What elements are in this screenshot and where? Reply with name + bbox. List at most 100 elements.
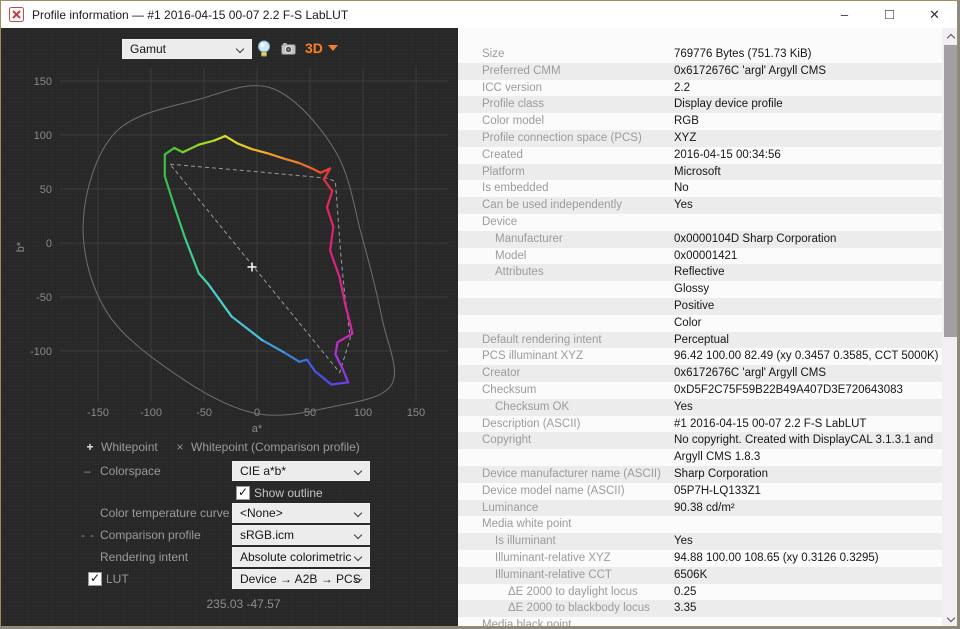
property-row[interactable]: Argyll CMS 1.8.3	[458, 449, 942, 466]
window-title: Profile information — #1 2016-04-15 00-0…	[32, 7, 349, 22]
property-row[interactable]: Device	[458, 213, 942, 231]
colorspace-dropdown[interactable]: CIE a*b*	[232, 461, 370, 481]
property-value: 0x6172676C 'argl' Argyll CMS	[674, 64, 827, 77]
comparison-whitepoint-marker-icon: ×	[176, 440, 184, 454]
property-label: Media black point	[482, 619, 572, 627]
property-value: Argyll CMS 1.8.3	[674, 451, 761, 464]
property-value: 0x6172676C 'argl' Argyll CMS	[674, 367, 827, 380]
maximize-button[interactable]: □	[884, 6, 895, 23]
property-row[interactable]: Profile class Display device profile	[458, 96, 942, 114]
minimize-button[interactable]: –	[840, 7, 849, 22]
properties-panel: Size 769776 Bytes (751.73 KiB) Preferred C…	[458, 28, 957, 627]
property-row[interactable]: Glossy	[458, 281, 942, 298]
property-row[interactable]: Size 769776 Bytes (751.73 KiB)	[458, 46, 942, 63]
rendering-intent-dropdown[interactable]: Absolute colorimetric	[232, 547, 370, 567]
3d-view-button[interactable]: 3D	[305, 40, 338, 56]
property-row[interactable]: Media black point	[458, 617, 942, 627]
property-row[interactable]: Media white point	[458, 516, 942, 534]
property-row[interactable]: Color model RGB	[458, 113, 942, 130]
lightbulb-icon[interactable]	[257, 40, 271, 62]
property-label: Color model	[482, 115, 544, 128]
property-row[interactable]: Illuminant-relative CCT 6506K	[458, 566, 942, 584]
property-row[interactable]: Model 0x00001421	[458, 247, 942, 265]
scrollbar[interactable]	[942, 28, 957, 626]
property-row[interactable]: Description (ASCII) #1 2016-04-15 00-07 2…	[458, 415, 942, 433]
property-row[interactable]: Copyright No copyright. Created with Disp…	[458, 432, 942, 450]
property-row[interactable]: ΔE 2000 to daylight locus 0.25	[458, 583, 942, 601]
property-row[interactable]: Checksum OK Yes	[458, 398, 942, 416]
colorspace-dropdown-value: CIE a*b*	[240, 464, 287, 478]
lut-table-dropdown[interactable]: Device → A2B → PCS	[232, 569, 370, 589]
property-row[interactable]: Default rendering intent Perceptual	[458, 331, 942, 349]
svg-text:-100: -100	[30, 346, 52, 358]
property-row[interactable]: Creator 0x6172676C 'argl' Argyll CMS	[458, 365, 942, 382]
property-row[interactable]: Is illuminant Yes	[458, 533, 942, 550]
gamut-plot-panel: Gamut 3D -1	[1, 28, 458, 626]
property-row[interactable]: Can be used independently Yes	[458, 197, 942, 214]
property-label: Preferred CMM	[482, 64, 561, 77]
profile-gamut-outline	[163, 134, 354, 386]
property-value: Microsoft	[674, 165, 721, 178]
property-label: ΔE 2000 to daylight locus	[508, 585, 638, 598]
property-row[interactable]: Preferred CMM 0x6172676C 'argl' Argyll CM…	[458, 62, 942, 80]
scroll-up-button[interactable]	[942, 28, 957, 45]
property-row[interactable]: Device model name (ASCII) 05P7H-LQ133Z1	[458, 482, 942, 500]
lab-space-outline	[82, 85, 395, 416]
close-button[interactable]: ✕	[929, 6, 940, 22]
property-label: Profile class	[482, 98, 544, 111]
scroll-down-button[interactable]	[942, 611, 957, 626]
scrollbar-thumb[interactable]	[944, 45, 957, 337]
property-label	[458, 298, 674, 315]
window-controls: – □ ✕	[822, 1, 957, 28]
property-value: #1 2016-04-15 00-07 2.2 F-S LabLUT	[674, 417, 867, 430]
property-row[interactable]: Platform Microsoft	[458, 163, 942, 181]
whitepoint-marker	[247, 262, 257, 272]
property-row[interactable]: ICC version 2.2	[458, 79, 942, 97]
property-label: ΔE 2000 to blackbody locus	[508, 602, 650, 615]
property-value: 2016-04-15 00:34:56	[674, 148, 781, 161]
property-label: Description (ASCII)	[482, 417, 581, 430]
property-value: RGB	[674, 115, 699, 128]
lut-checkbox[interactable]	[88, 571, 102, 586]
color-temperature-curve-dropdown[interactable]: <None>	[232, 503, 370, 523]
property-row[interactable]: Device manufacturer name (ASCII) Sharp Co…	[458, 465, 942, 483]
property-label: Creator	[482, 367, 521, 380]
lut-label: LUT	[106, 572, 129, 586]
camera-icon[interactable]	[281, 42, 296, 60]
plot-view-dropdown[interactable]: Gamut	[122, 39, 252, 59]
property-row[interactable]: Luminance 90.38 cd/m²	[458, 499, 942, 517]
property-value: 2.2	[674, 81, 690, 94]
color-temperature-curve-row: Color temperature curve <None>	[1, 503, 458, 523]
property-value: 94.88 100.00 108.65 (xy 0.3126 0.3295)	[674, 551, 879, 564]
property-row[interactable]: Illuminant-relative XYZ 94.88 100.00 108.…	[458, 549, 942, 567]
svg-text:-150: -150	[87, 407, 109, 419]
gamut-plot[interactable]: -150 -100 -50 0 50 100 150 150 100 50 0 -50 -100 a* b*	[12, 66, 457, 446]
show-outline-checkbox[interactable]	[236, 485, 250, 500]
property-row[interactable]: Color	[458, 314, 942, 332]
property-label: Can be used independently	[482, 199, 623, 212]
property-value: 769776 Bytes (751.73 KiB)	[674, 48, 812, 60]
property-label: Luminance	[482, 501, 539, 514]
property-row[interactable]: Checksum 0xD5F2C75F59B22B49A407D3E7206430…	[458, 381, 942, 399]
property-row[interactable]: Is embedded No	[458, 180, 942, 198]
property-value: Display device profile	[674, 98, 783, 111]
property-label: Platform	[482, 165, 525, 178]
property-value: 90.38 cd/m²	[674, 501, 735, 514]
show-outline-label: Show outline	[254, 486, 323, 500]
titlebar[interactable]: Profile information — #1 2016-04-15 00-0…	[1, 1, 957, 28]
property-row[interactable]: ΔE 2000 to blackbody locus 3.35	[458, 600, 942, 618]
property-row[interactable]: Manufacturer 0x0000104D Sharp Corporation	[458, 230, 942, 248]
whitepoint-marker-icon: +	[86, 440, 94, 454]
property-row[interactable]: Attributes Reflective	[458, 264, 942, 282]
property-label: Media white point	[482, 518, 572, 531]
property-value: 96.42 100.00 82.49 (xy 0.3457 0.3585, CC…	[674, 350, 939, 363]
property-row[interactable]: Positive	[458, 297, 942, 315]
lut-table-value: Device → A2B → PCS	[240, 572, 361, 586]
property-label: Illuminant-relative CCT	[495, 568, 612, 581]
property-row[interactable]: Profile connection space (PCS) XYZ	[458, 129, 942, 147]
property-row[interactable]: PCS illuminant XYZ 96.42 100.00 82.49 (xy…	[458, 348, 942, 366]
property-value: Color	[674, 316, 702, 329]
property-value: 0x0000104D Sharp Corporation	[674, 232, 837, 245]
comparison-profile-dropdown[interactable]: sRGB.icm	[232, 525, 370, 545]
property-row[interactable]: Created 2016-04-15 00:34:56	[458, 146, 942, 164]
